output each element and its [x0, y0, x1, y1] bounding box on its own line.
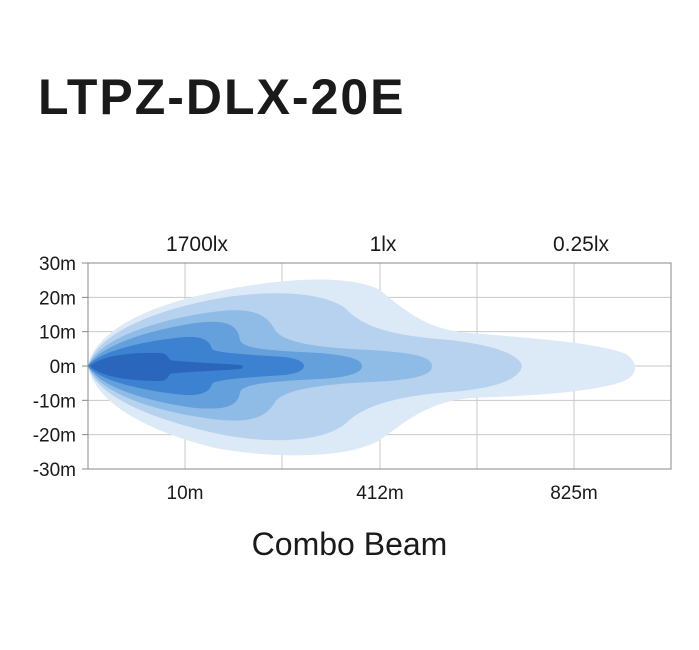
chart-title: LTPZ-DLX-20E — [38, 69, 406, 125]
y-tick-label: 0m — [50, 357, 76, 378]
y-tick-label: -30m — [33, 460, 76, 481]
x-tick-label: 10m — [167, 483, 204, 504]
y-tick-label: 30m — [39, 254, 76, 275]
y-tick-label: 20m — [39, 288, 76, 309]
beam-contours — [88, 279, 635, 456]
lux-labels: 1700lx 1lx 0.25lx — [166, 233, 609, 256]
lux-label: 0.25lx — [553, 233, 610, 256]
x-tick-label: 412m — [356, 483, 404, 504]
lux-label: 1lx — [370, 233, 397, 256]
beam-type-caption: Combo Beam — [251, 526, 448, 562]
beam-contour-6 — [90, 352, 243, 381]
y-tick-label: -10m — [33, 391, 76, 412]
y-tick-label: -20m — [33, 426, 76, 447]
lux-label: 1700lx — [166, 233, 228, 256]
x-tick-label: 825m — [550, 483, 598, 504]
y-tick-label: 10m — [39, 323, 76, 344]
x-axis-ticks: 10m 412m 825m — [167, 483, 598, 504]
y-axis-ticks: 30m 20m 10m 0m -10m -20m -30m — [33, 254, 88, 481]
